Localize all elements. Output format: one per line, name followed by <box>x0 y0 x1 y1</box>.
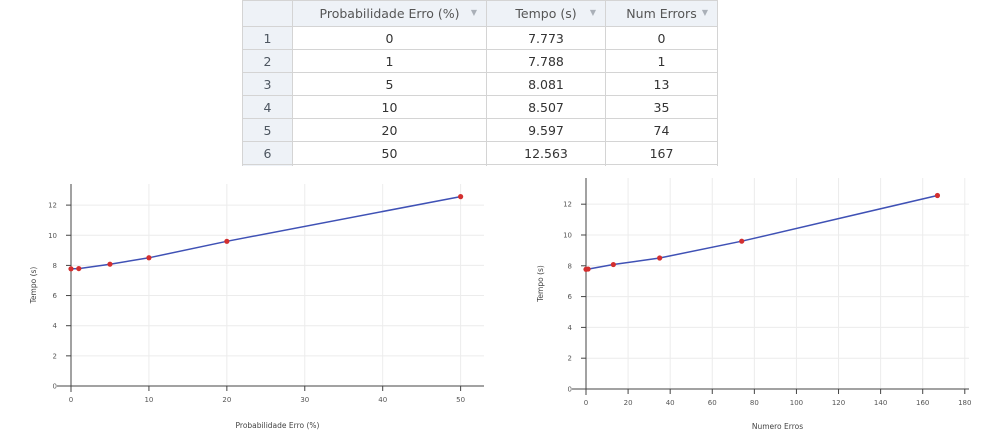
cell-tempo[interactable]: 12.563 <box>486 141 606 165</box>
column-header-num-errors[interactable]: Num Errors ▼ <box>605 0 718 27</box>
y-tick-label: 0 <box>53 383 57 391</box>
column-header-label: Tempo (s) <box>515 6 577 21</box>
cell-probabilidade[interactable]: 0 <box>292 26 487 50</box>
data-point <box>610 261 616 268</box>
data-point <box>657 255 663 261</box>
x-tick-label: 50 <box>456 396 465 404</box>
data-point <box>934 192 941 199</box>
x-axis-title: Numero Erros <box>752 422 803 431</box>
x-tick-label: 140 <box>874 399 887 407</box>
cell-probabilidade[interactable]: 5 <box>292 72 487 96</box>
x-tick-label: 60 <box>708 399 717 407</box>
table-row: 3 5 8.081 13 <box>242 72 718 96</box>
cell-tempo[interactable]: 8.507 <box>486 95 606 119</box>
y-tick-label: 4 <box>53 322 58 330</box>
data-point <box>146 255 152 261</box>
row-index-header <box>242 0 293 27</box>
sort-down-icon[interactable]: ▼ <box>470 8 477 17</box>
table-row-partial <box>242 164 718 166</box>
cell-num-errors[interactable]: 74 <box>605 118 718 142</box>
x-tick-label: 80 <box>750 399 759 407</box>
data-point <box>458 194 464 200</box>
y-tick-label: 2 <box>568 355 572 363</box>
x-tick-label: 100 <box>790 399 803 407</box>
series-line <box>585 194 938 271</box>
column-header-probabilidade[interactable]: Probabilidade Erro (%) ▼ <box>292 0 487 27</box>
x-tick-label: 0 <box>584 399 588 407</box>
cell-probabilidade[interactable]: 20 <box>292 118 487 142</box>
results-table-container: Probabilidade Erro (%) ▼ Tempo (s) ▼ Num… <box>242 0 719 166</box>
cell-probabilidade[interactable]: 50 <box>292 141 487 165</box>
x-tick-label: 0 <box>69 396 73 404</box>
y-axis-title: Tempo (s) <box>29 267 38 305</box>
column-header-label: Probabilidade Erro (%) <box>319 6 460 21</box>
data-point <box>68 266 74 272</box>
y-tick-label: 0 <box>568 386 572 394</box>
cell-num-errors[interactable]: 13 <box>605 72 718 96</box>
data-point <box>107 261 113 267</box>
x-tick-label: 40 <box>378 396 387 404</box>
row-number: 3 <box>242 72 293 96</box>
x-tick-label: 160 <box>916 399 929 407</box>
y-tick-label: 4 <box>568 324 573 332</box>
y-tick-label: 6 <box>568 293 573 301</box>
cell-tempo[interactable]: 8.081 <box>486 72 606 96</box>
y-tick-label: 10 <box>563 231 572 239</box>
y-tick-label: 8 <box>568 262 572 270</box>
table-row: 2 1 7.788 1 <box>242 49 718 73</box>
y-tick-label: 6 <box>53 292 58 300</box>
y-tick-label: 10 <box>48 232 57 240</box>
sort-down-icon[interactable]: ▼ <box>701 8 708 17</box>
y-tick-label: 12 <box>48 202 57 210</box>
sort-down-icon[interactable]: ▼ <box>589 8 596 17</box>
y-tick-label: 8 <box>53 262 57 270</box>
x-tick-label: 30 <box>300 396 309 404</box>
data-point <box>585 266 591 272</box>
cell-tempo[interactable]: 9.597 <box>486 118 606 142</box>
data-point <box>76 265 82 272</box>
x-tick-label: 20 <box>624 399 633 407</box>
x-tick-label: 40 <box>666 399 675 407</box>
cell-num-errors[interactable]: 1 <box>605 49 718 73</box>
x-tick-label: 180 <box>958 399 971 407</box>
x-axis-title: Probabilidade Erro (%) <box>236 421 320 430</box>
cell-num-errors[interactable]: 0 <box>605 26 718 50</box>
cell-probabilidade[interactable]: 10 <box>292 95 487 119</box>
results-table: Probabilidade Erro (%) ▼ Tempo (s) ▼ Num… <box>242 0 718 166</box>
column-header-tempo[interactable]: Tempo (s) ▼ <box>486 0 606 27</box>
cell-probabilidade[interactable]: 1 <box>292 49 487 73</box>
column-header-label: Num Errors <box>626 6 697 21</box>
data-point <box>739 238 745 244</box>
x-tick-label: 20 <box>222 396 231 404</box>
y-tick-label: 12 <box>563 201 572 209</box>
table-header-row: Probabilidade Erro (%) ▼ Tempo (s) ▼ Num… <box>242 0 718 27</box>
data-point <box>224 238 230 244</box>
y-tick-label: 2 <box>53 352 57 360</box>
y-axis-title: Tempo (s) <box>536 265 545 303</box>
x-tick-label: 120 <box>832 399 845 407</box>
x-tick-label: 10 <box>144 396 153 404</box>
